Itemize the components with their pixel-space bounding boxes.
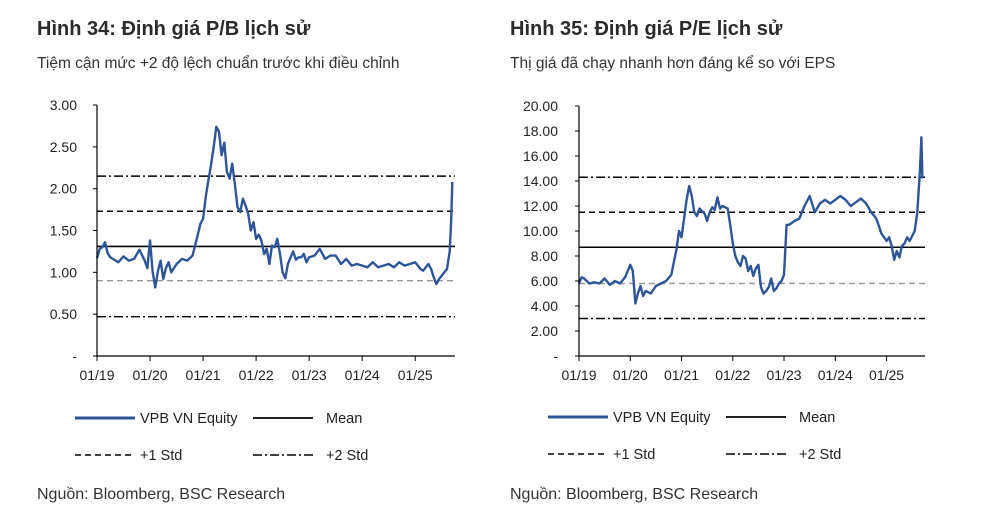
pe-chart: 20.00 18.00 16.00 14.00 12.00 10.00 8.00 6.00 4.… <box>523 98 925 463</box>
x-tick-label: 01/25 <box>398 367 433 383</box>
chart-title: Hình 34: Định giá P/B lịch sử <box>37 18 311 40</box>
legend-label-std2: +2 Std <box>326 448 368 464</box>
y-tick-label: 18.00 <box>523 123 558 139</box>
x-tick-label: 01/22 <box>239 367 274 383</box>
y-tick-label: 6.00 <box>531 273 558 289</box>
chart-source: Nguồn: Bloomberg, BSC Research <box>37 486 286 503</box>
y-tick-label: 4.00 <box>531 298 558 314</box>
x-tick-label: 01/21 <box>186 367 221 383</box>
x-tick-label: 01/20 <box>133 367 168 383</box>
legend-label-series: VPB VN Equity <box>140 411 238 427</box>
y-tick-label: - <box>72 348 77 364</box>
y-tick-label: 2.00 <box>531 323 558 339</box>
y-tick-label: 3.00 <box>50 97 77 113</box>
y-tick-label: 2.50 <box>50 139 77 155</box>
y-tick-label: 2.00 <box>50 181 77 197</box>
legend-label-std1: +1 Std <box>613 447 655 463</box>
x-tick-label: 01/25 <box>869 367 904 383</box>
legend-label-mean: Mean <box>326 411 362 427</box>
x-tick-label: 01/24 <box>818 367 853 383</box>
pb-chart-panel: Hình 34: Định giá P/B lịch sử Tiệm cận m… <box>0 0 480 525</box>
y-tick-label: 12.00 <box>523 198 558 214</box>
y-tick-label: 1.50 <box>50 223 77 239</box>
y-tick-label: 8.00 <box>531 248 558 264</box>
y-tick-label: 20.00 <box>523 98 558 114</box>
chart-subtitle: Thị giá đã chạy nhanh hơn đáng kể so với… <box>510 55 836 72</box>
series-line-0 <box>577 136 924 305</box>
pb-chart: 3.00 2.50 2.00 1.50 1.00 0.50 -01/19 01/20 01/21… <box>50 97 455 464</box>
legend-label-std2: +2 Std <box>799 447 841 463</box>
x-tick-label: 01/23 <box>767 367 802 383</box>
legend-label-series: VPB VN Equity <box>613 410 711 426</box>
x-tick-label: 01/21 <box>664 367 699 383</box>
y-tick-label: 0.50 <box>50 306 77 322</box>
series-line-0 <box>95 125 454 289</box>
y-tick-label: - <box>553 348 558 364</box>
x-tick-label: 01/22 <box>715 367 750 383</box>
x-tick-label: 01/24 <box>345 367 380 383</box>
x-tick-label: 01/19 <box>79 367 114 383</box>
x-tick-label: 01/20 <box>613 367 648 383</box>
y-tick-label: 1.00 <box>50 264 77 280</box>
legend-label-std1: +1 Std <box>140 448 182 464</box>
legend-label-mean: Mean <box>799 410 835 426</box>
x-tick-label: 01/23 <box>292 367 327 383</box>
x-tick-label: 01/19 <box>561 367 596 383</box>
chart-title: Hình 35: Định giá P/E lịch sử <box>510 18 783 40</box>
pe-chart-panel: Hình 35: Định giá P/E lịch sử Thị giá đã… <box>500 0 980 525</box>
chart-subtitle: Tiệm cận mức +2 độ lệch chuẩn trước khi … <box>37 55 400 72</box>
y-tick-label: 14.00 <box>523 173 558 189</box>
chart-source: Nguồn: Bloomberg, BSC Research <box>510 486 759 503</box>
y-tick-label: 16.00 <box>523 148 558 164</box>
y-tick-label: 10.00 <box>523 223 558 239</box>
